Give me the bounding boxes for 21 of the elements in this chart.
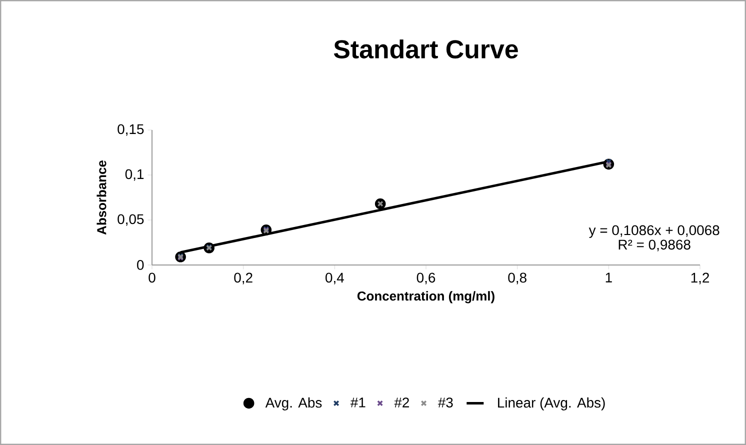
x-tick-label: 0,8	[508, 272, 526, 284]
x-axis-title: Concentration (mg/ml)	[357, 291, 494, 304]
x-tick-label: 0,2	[234, 272, 252, 284]
annotation: R² = 0,9868	[618, 240, 690, 252]
x-tick-label: 1	[606, 272, 612, 282]
annotation: y = 0,1086x + 0,0068	[588, 225, 720, 238]
y-tick-label: 0	[137, 260, 144, 270]
legend-label: #1	[350, 398, 366, 408]
x-tick-label: 0,4	[326, 272, 344, 284]
chart-title: Standart Curve	[334, 39, 518, 58]
legend-label: #3	[438, 398, 453, 408]
y-tick-label: 0,05	[118, 214, 144, 226]
legend-label: #2	[394, 398, 409, 408]
x-tick-label: 0	[148, 272, 156, 283]
y-tick-label: 0,1	[125, 169, 144, 181]
x-tick-label: 1,2	[691, 272, 710, 284]
x-tick-label: 0,6	[416, 272, 436, 284]
legend-label: Linear (Avg. Abs)	[498, 397, 605, 410]
y-tick-label: 0,15	[118, 124, 144, 136]
y-axis-title: Absorbance	[96, 160, 106, 235]
legend-label: Avg. Abs	[265, 397, 322, 410]
